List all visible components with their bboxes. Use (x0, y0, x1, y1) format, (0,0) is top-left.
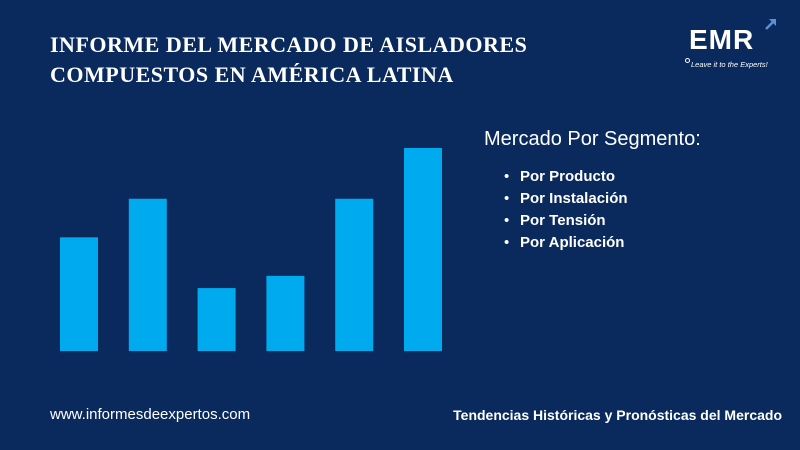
bullet-icon: • (504, 212, 510, 229)
bullet-icon: • (504, 168, 510, 185)
segment-item-instalacion: • Por Instalación (500, 188, 628, 210)
footer-tagline: Tendencias Históricas y Pronósticas del … (453, 407, 782, 423)
bar-2 (128, 198, 167, 351)
bar-4 (266, 275, 305, 351)
segment-item-aplicacion: • Por Aplicación (500, 232, 628, 254)
logo-dot-icon (685, 58, 690, 63)
logo-text: EMR (689, 24, 755, 55)
segment-item-tension: • Por Tensión (500, 210, 628, 232)
segment-item-label: Por Tensión (520, 212, 606, 229)
logo-tagline: Leave it to the Experts! (691, 60, 768, 69)
segment-item-label: Por Instalación (520, 190, 628, 207)
title-line-1: INFORME DEL MERCADO DE AISLADORES (50, 32, 528, 57)
title-line-2: COMPUESTOS EN AMÉRICA LATINA (50, 62, 454, 87)
bar-5 (335, 198, 374, 351)
bullet-icon: • (504, 190, 510, 207)
bar-1 (60, 237, 98, 351)
segment-item-producto: • Por Producto (500, 166, 628, 188)
bullet-icon: • (504, 234, 510, 251)
emr-logo: EMR Leave it to the Experts! (685, 19, 785, 74)
bar-6 (404, 148, 442, 351)
website-link[interactable]: www.informesdeexpertos.com (50, 406, 251, 423)
segment-list: • Por Producto • Por Instalación • Por Tens… (500, 166, 628, 254)
segment-heading: Mercado Por Segmento: (484, 128, 701, 150)
arrow-up-right-icon (765, 19, 776, 30)
segment-item-label: Por Producto (520, 168, 616, 185)
bar-3 (197, 288, 236, 351)
segment-item-label: Por Aplicación (520, 234, 625, 251)
page-title: INFORME DEL MERCADO DE AISLADORES COMPUE… (50, 30, 610, 90)
